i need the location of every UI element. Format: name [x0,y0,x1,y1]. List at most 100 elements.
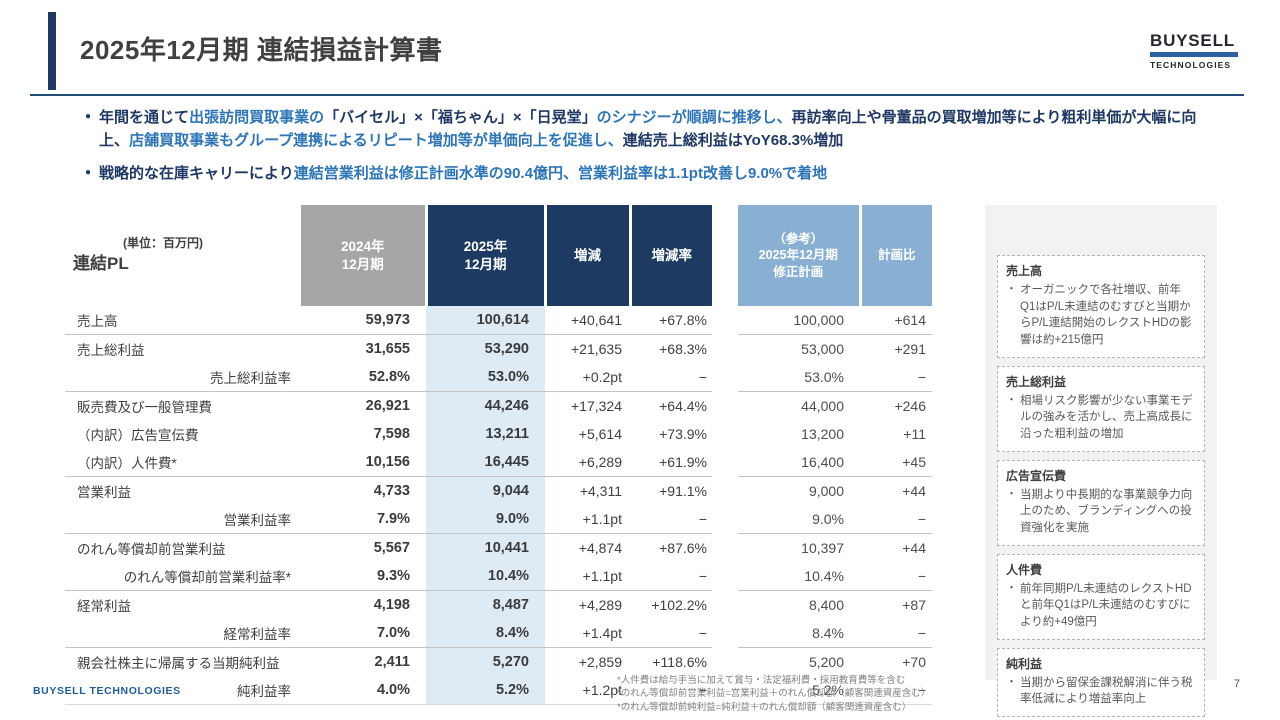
note-box: 広告宣伝費・当期より中長期的な事業競争力向上のため、ブランディングへの投資強化を… [997,459,1205,546]
gap-cell [712,648,738,677]
value-cell: 10,441 [426,533,545,563]
value-cell: +1.4pt [582,625,622,642]
value-cell: 9.3% [376,568,410,585]
note-text: 当期から留保金課税解消に伴う税率低減により増益率向上 [1020,676,1193,706]
pl-col-header-change-rate: 増減率 [628,205,712,307]
value-cell: +45 [902,454,926,471]
table-row: 営業利益 4,733 9,044 +4,311 +91.1% 9,000 +44 [65,476,932,506]
value-cell: 44,000 [738,391,860,421]
note-text: 当期より中長期的な事業競争力向上のため、ブランディングへの投資強化を実施 [1020,488,1193,535]
pl-table: (単位：百万円) 連結PL 2024年 12月期 2025年 12月期 増減 増… [65,205,932,706]
logo-wordmark: BUYSELL [1150,31,1235,50]
value-cell: 5,200 [738,647,860,677]
note-body: ・前年同期P/L未連結のレクストHDと前年Q1はP/L未連結のむすびにより約+4… [1006,581,1196,631]
bullet-icon: ● [85,111,92,122]
value-cell: 5,270 [426,647,545,677]
value-cell: 13,200 [801,426,844,443]
value-cell: +1.1pt [582,511,622,528]
value-cell: 26,921 [301,391,426,421]
value-cell: 13,211 [426,420,545,449]
value-cell: 53,290 [426,334,545,364]
value-cell: 2,411 [301,647,426,677]
value-cell: − [698,568,707,585]
value-cell: 9.0% [426,505,545,534]
value-cell: 7,598 [373,426,410,443]
value-cell: 8.4% [812,625,844,642]
value-cell: − [698,511,707,528]
gap-cell [712,591,738,620]
note-text: 前年同期P/L未連結のレクストHDと前年Q1はP/L未連結のむすびにより約+49… [1020,582,1192,629]
value-cell: +1.2pt [545,676,630,706]
sidebar-notes: 売上高・オーガニックで各社増収、前年Q1はP/L未連結のむすびと当期からP/L連… [985,205,1217,718]
value-cell: 53,000 [738,334,860,364]
value-cell: +4,311 [545,476,630,506]
value-cell: +2,859 [545,647,630,677]
note-title: 広告宣伝費 [1006,468,1067,483]
page-number: 7 [1233,678,1240,690]
table-row: 売上高 59,973 100,614 +40,641 +67.8% 100,000 +614 [65,306,932,335]
pl-col-header-vs-plan: 計画比 [858,205,932,307]
note-box: 売上高・オーガニックで各社増収、前年Q1はP/L未連結のむすびと当期からP/L連… [997,255,1205,358]
note-title: 売上高 [1006,264,1043,278]
gap-cell [712,420,738,448]
footer-brand: BUYSELL TECHNOLOGIES [33,685,181,697]
value-cell: +91.1% [630,476,712,506]
bullet-icon: ● [85,166,92,178]
pl-col-header-revised-plan: （参考） 2025年12月期 修正計画 [738,205,860,307]
note-title: 純利益 [1006,656,1043,671]
row-label: のれん等償却前営業利益率* [123,570,291,586]
table-row: 純利益率 4.0% 5.2% +1.2pt −5.2% − [65,676,932,706]
note-box: 人件費・前年同期P/L未連結のレクストHDと前年Q1はP/L未連結のむすびにより… [997,553,1205,640]
value-cell: 52.8% [368,369,410,386]
table-row: 売上総利益率 52.8% 53.0% +0.2pt − 53.0% − [65,363,932,392]
value-cell: +4,874 [545,533,630,563]
row-label: 親会社株主に帰属する当期純利益 [65,647,301,677]
value-cell: − [917,511,926,528]
value-cell: 5,567 [301,533,426,563]
table-title: 連結PL [73,254,129,274]
note-bullet-icon: ・ [1006,487,1017,500]
note-body: ・相場リスク影響が少ない事業モデルの強みを活かし、売上高成長に沿った粗利益の増加 [1006,393,1196,443]
value-cell: 7.0% [376,625,410,642]
table-row: 経常利益 4,198 8,487 +4,289 +102.2% 8,400 +87 [65,590,932,620]
value-cell: 9,044 [426,476,545,506]
value-cell: 8.4% [426,619,545,648]
value-cell: 100,000 [793,312,844,329]
gap-cell [712,619,738,648]
value-cell: 10.4% [804,568,844,585]
value-cell: +64.4% [630,391,712,421]
row-label: （内訳）人件費* [77,456,177,472]
gap-cell [712,477,738,506]
pl-table-container: (単位：百万円) 連結PL 2024年 12月期 2025年 12月期 増減 増… [65,205,932,706]
value-cell: +614 [894,312,926,329]
gap-cell [712,562,738,591]
row-label: 売上高 [77,314,118,330]
gap-cell [712,363,738,392]
bullet-text: 年間を通じて出張訪問買取事業の「バイセル」×「福ちゃん」×「日晃堂」のシナジーが… [99,109,1197,150]
value-cell: 10.4% [426,562,545,591]
gap-cell [712,335,738,364]
value-cell: +11 [903,426,926,443]
value-cell: − [917,369,926,386]
logo-bar [1150,52,1238,57]
value-cell: 4,733 [301,476,426,506]
table-row: 親会社株主に帰属する当期純利益 2,411 5,270 +2,859 +118.6% 5,… [65,647,932,677]
note-box: 純利益・当期から留保金課税解消に伴う税率低減により増益率向上 [997,647,1205,718]
pl-col-header-2024: 2024年 12月期 [301,205,426,307]
footnote-line: *のれん等償却前純利益=純利益＋のれん償却額（顧客関連資産含む） [617,701,912,713]
footnote-line: *のれん等償却前営業利益=営業利益＋のれん償却額（顧客関連資産含む） [617,688,931,700]
note-bullet-icon: ・ [1006,393,1017,406]
value-cell: 5.2% [738,676,860,706]
pl-col-header-change: 増減 [543,205,630,307]
title-accent-bar [48,12,56,90]
value-cell: 7.9% [376,511,410,528]
value-cell: +68.3% [630,334,712,364]
value-cell: +102.2% [630,590,712,620]
table-row: のれん等償却前営業利益率* 9.3% 10.4% +1.1pt − 10.4% − [65,562,932,591]
pl-header-label-cell: (単位：百万円) 連結PL [65,205,301,306]
row-label: 経常利益 [65,590,301,620]
page-title: 2025年12月期 連結損益計算書 [80,35,443,65]
gap-cell [712,534,738,563]
bullet-list: ● 年間を通じて出張訪問買取事業の「バイセル」×「福ちゃん」×「日晃堂」のシナジー… [85,106,1210,194]
